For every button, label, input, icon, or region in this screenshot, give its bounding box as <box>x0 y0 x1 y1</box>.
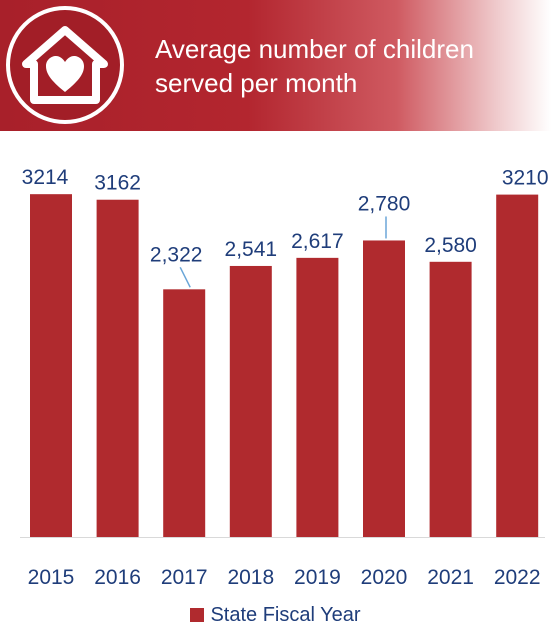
house-heart-icon <box>6 6 124 124</box>
data-label-2016: 3162 <box>94 172 141 195</box>
x-tick-label-2016: 2016 <box>94 566 141 589</box>
data-label-2022: 3210 <box>502 167 549 190</box>
bar-2015 <box>30 194 72 537</box>
data-label-2021: 2,580 <box>424 234 477 257</box>
data-label-2018: 2,541 <box>225 238 278 261</box>
leader-line-2017 <box>179 266 191 288</box>
title-banner: Average number of children served per mo… <box>0 0 551 131</box>
bar-chart: 3214 2015 3162 2016 2,322 2017 2,541 2018 2,617 2… <box>20 166 549 589</box>
data-label-2017: 2,322 <box>150 243 203 266</box>
data-label-2015: 3214 <box>22 166 69 189</box>
bar-2018 <box>229 265 272 537</box>
bar-2017 <box>163 289 206 537</box>
legend-label: State Fiscal Year <box>210 604 361 626</box>
bar-2016 <box>96 199 139 537</box>
bar-2020 <box>363 240 405 537</box>
x-tick-label-2019: 2019 <box>294 566 341 589</box>
x-tick-label-2015: 2015 <box>28 566 75 589</box>
bar-2022 <box>496 194 539 537</box>
data-label-2019: 2,617 <box>291 230 344 253</box>
data-label-2020: 2,780 <box>358 192 411 215</box>
legend: State Fiscal Year <box>0 604 551 627</box>
legend-swatch <box>190 608 205 622</box>
bar-2021 <box>429 261 472 537</box>
x-tick-label-2021: 2021 <box>427 566 474 589</box>
x-tick-label-2018: 2018 <box>227 566 274 589</box>
x-tick-label-2017: 2017 <box>161 566 208 589</box>
bar-2019 <box>296 257 339 537</box>
x-tick-label-2020: 2020 <box>361 566 408 589</box>
chart-title: Average number of children served per mo… <box>155 34 474 98</box>
x-tick-label-2022: 2022 <box>494 566 541 589</box>
